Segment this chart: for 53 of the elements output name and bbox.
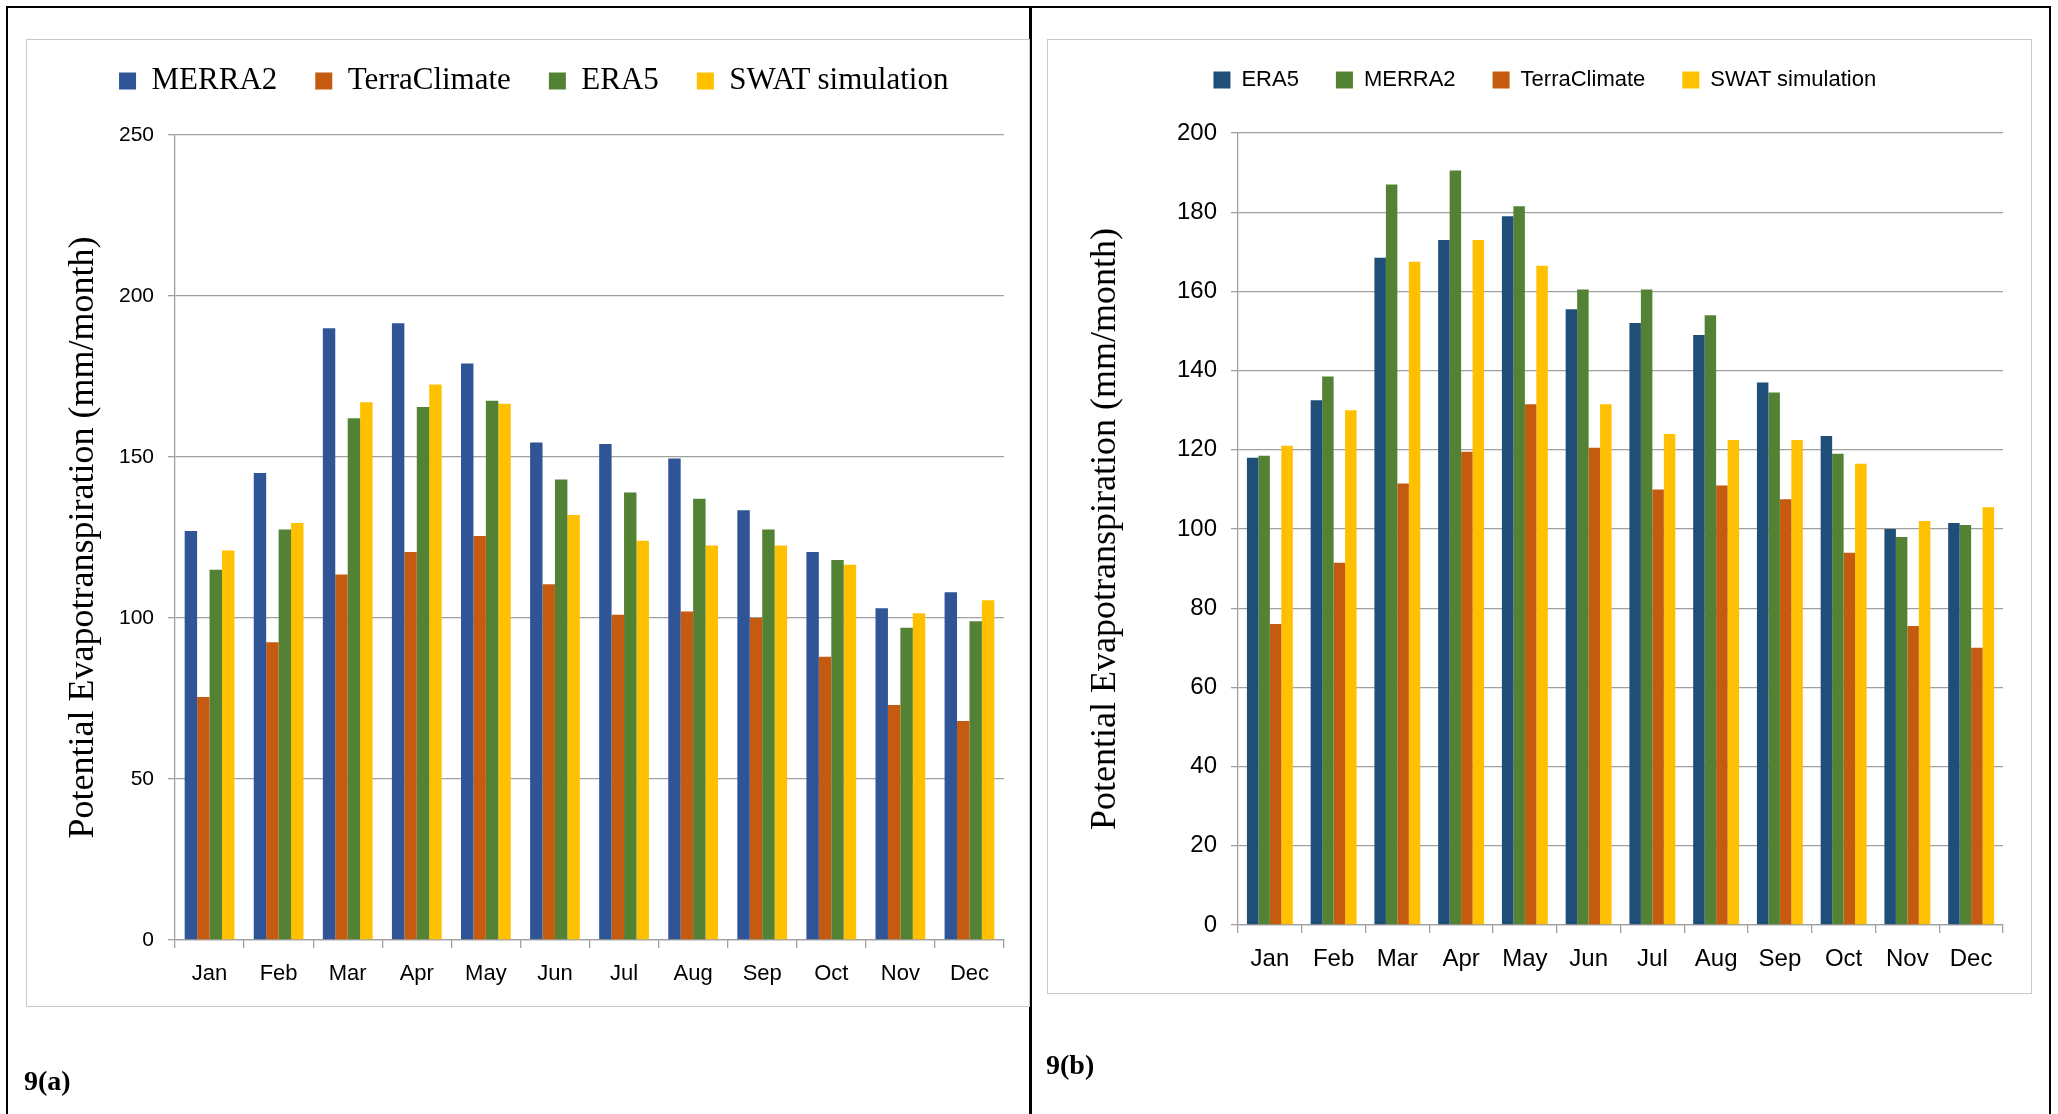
x-tick-label: Nov bbox=[1886, 944, 1929, 972]
x-tick-label: Jan bbox=[1250, 944, 1290, 972]
y-axis-title: Potential Evapotranspiration (mm/month) bbox=[61, 236, 102, 839]
legend-label: SWAT simulation bbox=[729, 61, 949, 97]
x-tick-label: Oct bbox=[1824, 944, 1863, 972]
x-tick-label: Jun bbox=[537, 960, 573, 986]
y-tick-label: 150 bbox=[118, 443, 154, 467]
x-tick-label: Sep bbox=[1758, 944, 1802, 972]
y-tick-label: 120 bbox=[1176, 434, 1217, 462]
x-tick-label: May bbox=[1502, 944, 1548, 972]
x-tick-label: Jul bbox=[609, 960, 639, 986]
x-tick-label: Dec bbox=[1949, 944, 1993, 972]
y-tick-label: 200 bbox=[1176, 117, 1217, 145]
x-tick-label: Nov bbox=[880, 960, 920, 986]
legend-label: MERRA2 bbox=[1363, 66, 1456, 92]
y-tick-label: 250 bbox=[118, 121, 154, 145]
x-tick-label: Oct bbox=[814, 960, 849, 986]
y-tick-label: 80 bbox=[1190, 592, 1217, 620]
x-tick-label: Apr bbox=[399, 960, 434, 986]
y-tick-label: 200 bbox=[118, 282, 154, 306]
y-tick-label: 40 bbox=[1190, 751, 1217, 779]
y-tick-label: 0 bbox=[1203, 909, 1217, 937]
x-tick-label: Jul bbox=[1637, 944, 1668, 972]
legend-label: ERA5 bbox=[1241, 66, 1299, 92]
x-tick-label: Apr bbox=[1442, 944, 1480, 972]
y-tick-label: 180 bbox=[1176, 196, 1217, 224]
legend-label: ERA5 bbox=[581, 61, 659, 97]
y-tick-label: 60 bbox=[1190, 672, 1217, 700]
y-axis-title: Potential Evapotranspiration (mm/month) bbox=[1083, 228, 1124, 830]
y-tick-label: 20 bbox=[1190, 830, 1217, 858]
y-tick-label: 140 bbox=[1176, 355, 1217, 383]
x-tick-label: Mar bbox=[328, 960, 367, 986]
legend-label: TerraClimate bbox=[347, 61, 511, 97]
y-tick-label: 50 bbox=[130, 765, 154, 789]
y-tick-label: 0 bbox=[142, 926, 154, 950]
legend-label: SWAT simulation bbox=[1710, 66, 1877, 92]
legend-label: TerraClimate bbox=[1520, 66, 1646, 92]
y-tick-label: 100 bbox=[1176, 513, 1217, 541]
x-tick-label: Mar bbox=[1376, 944, 1419, 972]
x-tick-label: Jan bbox=[191, 960, 228, 986]
y-tick-label: 160 bbox=[1176, 276, 1217, 304]
x-tick-label: Feb bbox=[1312, 944, 1355, 972]
x-tick-label: Sep bbox=[742, 960, 782, 986]
legend-label: MERRA2 bbox=[151, 61, 278, 97]
x-tick-label: Aug bbox=[673, 960, 713, 986]
y-tick-label: 100 bbox=[118, 604, 154, 628]
x-tick-label: May bbox=[465, 960, 507, 986]
x-tick-label: Dec bbox=[949, 960, 990, 986]
text: 9(b) bbox=[1046, 1048, 1095, 1082]
x-tick-label: Feb bbox=[259, 960, 298, 986]
text: 9(a) bbox=[24, 1064, 71, 1098]
x-tick-label: Aug bbox=[1694, 944, 1738, 972]
x-tick-label: Jun bbox=[1569, 944, 1608, 972]
